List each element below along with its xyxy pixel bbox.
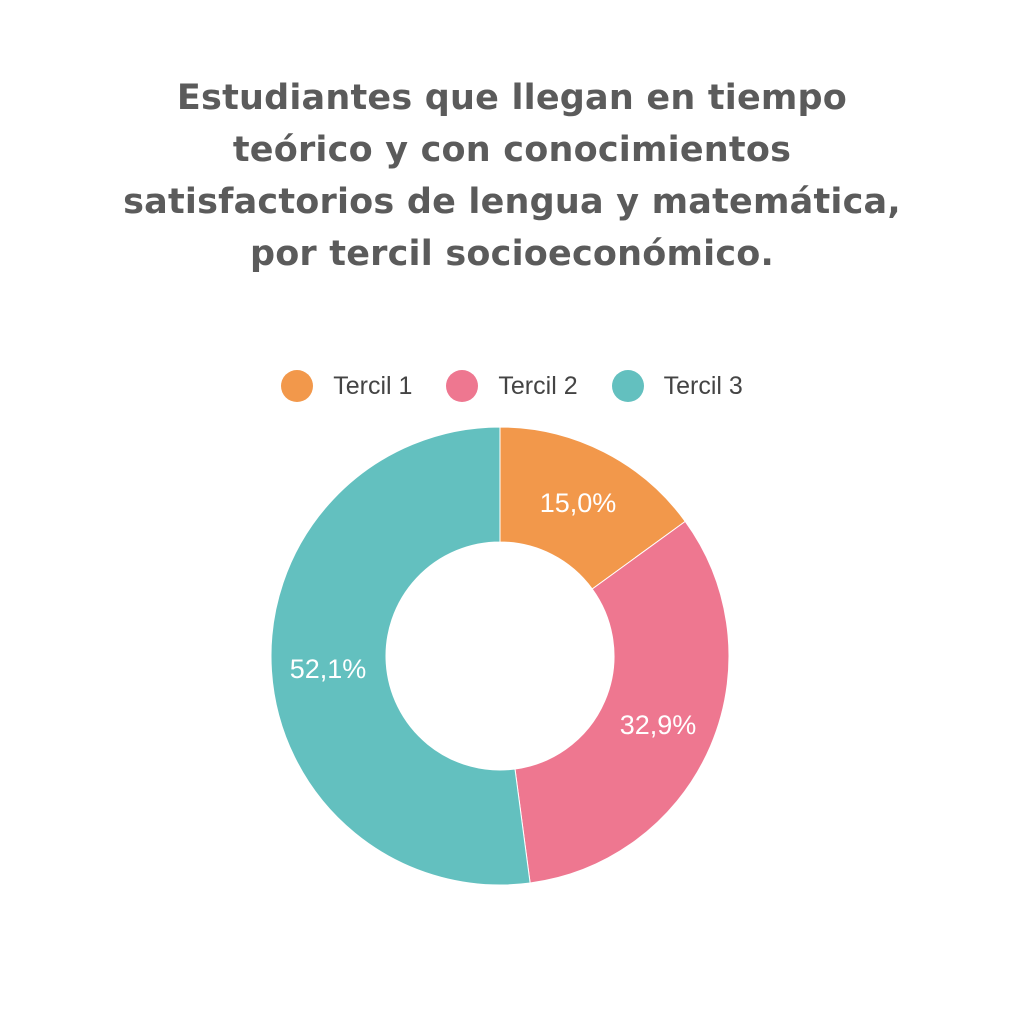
title-line-2: teórico y con conocimientos: [232, 130, 792, 170]
slice-label-tercil-2: 32,9%: [620, 710, 697, 740]
title-line-1: Estudiantes que llegan en tiempo: [176, 78, 848, 118]
legend-label: Tercil 2: [498, 371, 578, 400]
legend-swatch-icon: [611, 370, 644, 402]
title-line-4: por tercil socioeconómico.: [249, 234, 775, 274]
slice-label-tercil-1: 15,0%: [540, 488, 617, 518]
donut-slices: [270, 426, 730, 886]
legend-label: Tercil 1: [333, 371, 413, 400]
legend-item-tercil-1[interactable]: Tercil 1: [281, 370, 412, 402]
donut-slice-tercil-1[interactable]: [499, 426, 686, 590]
donut-slice-tercil-3[interactable]: [270, 426, 531, 886]
legend-item-tercil-2[interactable]: Tercil 2: [446, 370, 578, 402]
legend-label: Tercil 3: [663, 371, 743, 400]
chart-title: Estudiantes que llegan en tiempo teórico…: [0, 72, 1024, 280]
legend-swatch-icon: [281, 370, 314, 402]
chart-legend: Tercil 1 Tercil 2 Tercil 3: [0, 370, 1024, 402]
slice-label-tercil-3: 52,1%: [290, 654, 367, 684]
legend-item-tercil-3[interactable]: Tercil 3: [611, 370, 743, 402]
legend-swatch-icon: [446, 370, 479, 402]
title-line-3: satisfactorios de lengua y matemática,: [123, 182, 901, 222]
donut-slice-tercil-2[interactable]: [514, 520, 730, 884]
